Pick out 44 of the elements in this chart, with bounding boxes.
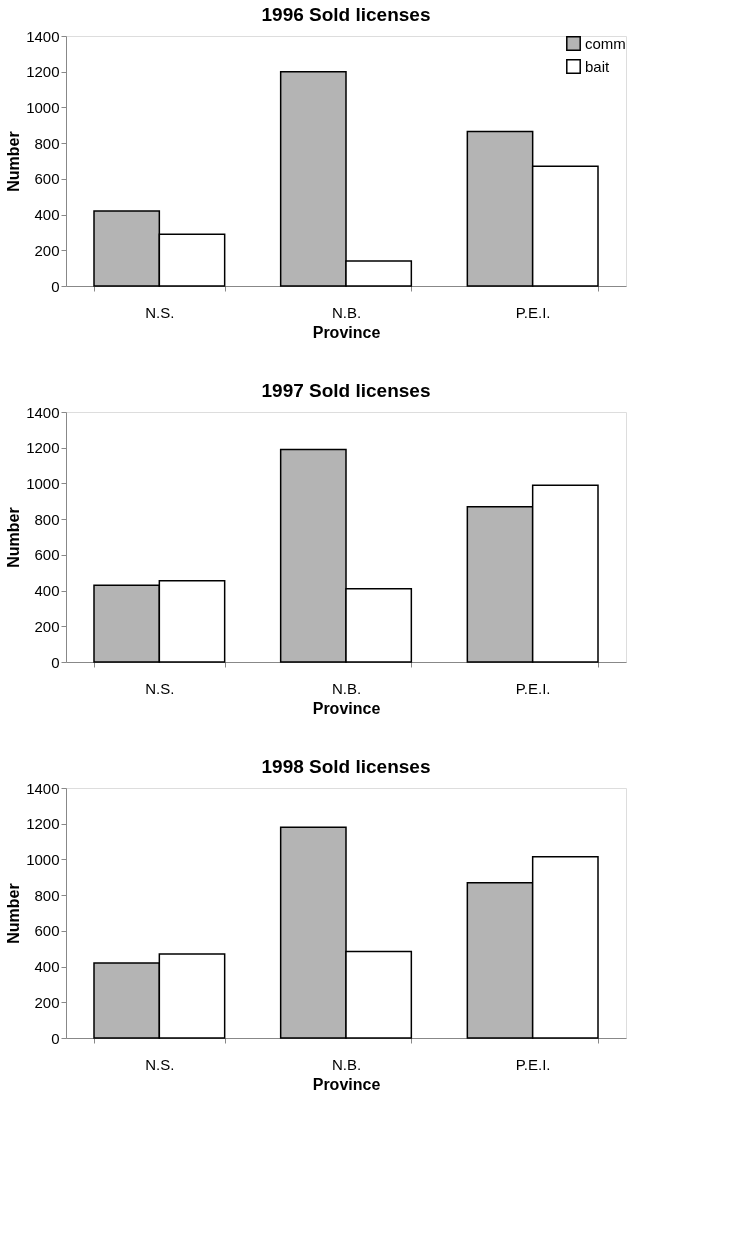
y-tick-label: 0 — [51, 277, 60, 295]
y-tick-label: 1400 — [26, 779, 60, 797]
x-tick-label: N.B. — [331, 679, 362, 697]
y-tick-label: 800 — [34, 886, 60, 904]
y-tick-label: 800 — [34, 134, 60, 152]
x-axis-title: Province — [312, 323, 381, 341]
y-tick-label: 400 — [34, 206, 60, 224]
x-tick-label: N.B. — [331, 303, 362, 321]
y-tick-label: 1000 — [26, 98, 60, 116]
y-tick-label: 400 — [34, 582, 60, 600]
y-tick-label: 0 — [51, 1029, 60, 1047]
y-tick-label: 0 — [51, 653, 60, 671]
y-tick-label: 1200 — [26, 439, 60, 457]
chart-title: 1996 Sold licenses — [261, 4, 431, 25]
chart-title: 1997 Sold licenses — [261, 380, 431, 401]
y-tick-label: 1000 — [26, 474, 60, 492]
x-axis-title: Province — [312, 699, 381, 717]
y-tick-label: 400 — [34, 958, 60, 976]
x-tick-label: N.S. — [145, 679, 175, 697]
y-tick-label: 200 — [34, 993, 60, 1011]
y-tick-label: 1200 — [26, 63, 60, 81]
legend-label: bait — [585, 57, 611, 75]
x-tick-label: N.S. — [145, 1055, 175, 1073]
chart-title: 1998 Sold licenses — [261, 756, 431, 777]
y-axis-title: Number — [5, 131, 23, 192]
x-axis-title: Province — [312, 1075, 381, 1093]
y-tick-label: 1400 — [26, 27, 60, 45]
y-tick-label: 1000 — [26, 850, 60, 868]
y-tick-label: 1400 — [26, 403, 60, 421]
y-axis-title: Number — [5, 507, 23, 568]
y-axis-title: Number — [5, 883, 23, 944]
x-tick-label: N.S. — [145, 303, 175, 321]
y-tick-label: 600 — [34, 922, 60, 940]
x-tick-label: P.E.I. — [515, 1055, 551, 1073]
y-tick-label: 600 — [34, 170, 60, 188]
x-tick-label: P.E.I. — [515, 303, 551, 321]
y-tick-label: 1200 — [26, 815, 60, 833]
y-tick-label: 800 — [34, 510, 60, 528]
y-tick-label: 600 — [34, 546, 60, 564]
x-tick-label: P.E.I. — [515, 679, 551, 697]
y-tick-label: 200 — [34, 241, 60, 259]
legend-label: comm — [585, 34, 626, 52]
y-tick-label: 200 — [34, 617, 60, 635]
x-tick-label: N.B. — [331, 1055, 362, 1073]
